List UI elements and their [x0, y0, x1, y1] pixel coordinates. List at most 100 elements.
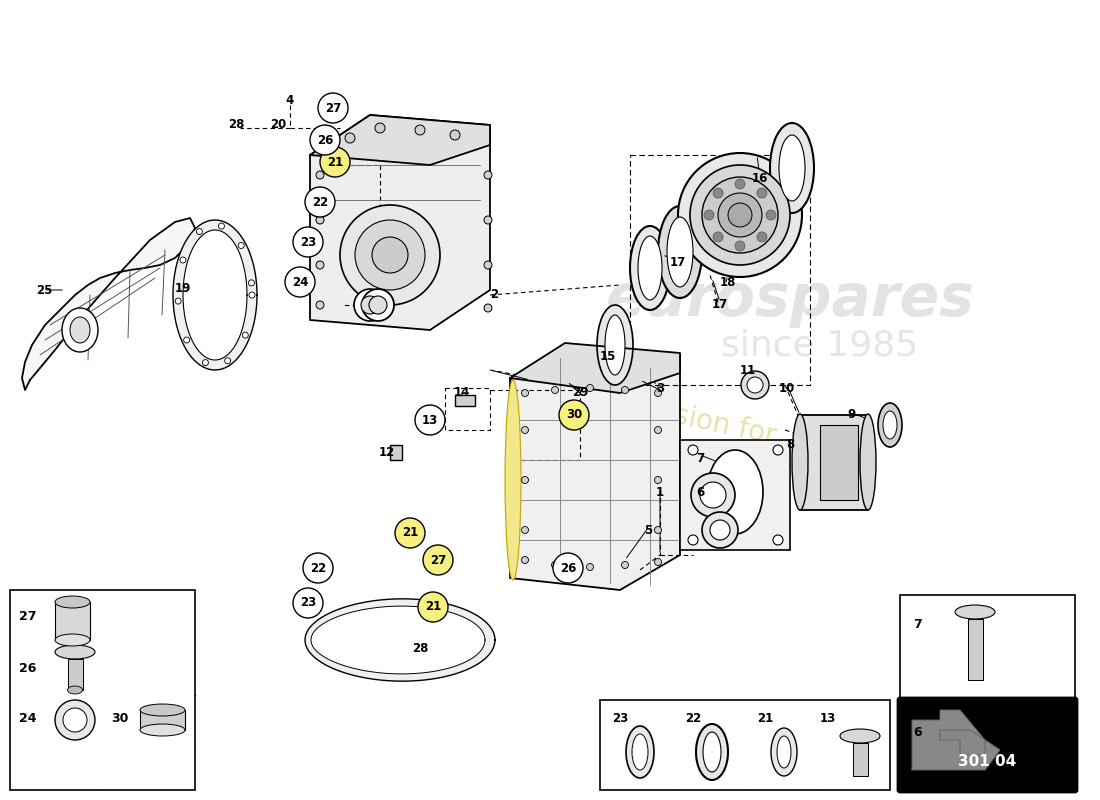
- Circle shape: [450, 130, 460, 140]
- Text: 26: 26: [20, 662, 36, 674]
- Circle shape: [310, 125, 340, 155]
- Ellipse shape: [707, 450, 763, 534]
- Text: 11: 11: [740, 363, 756, 377]
- Circle shape: [197, 229, 202, 234]
- Ellipse shape: [703, 732, 720, 772]
- Polygon shape: [510, 343, 680, 393]
- Circle shape: [654, 426, 661, 434]
- Ellipse shape: [696, 724, 728, 780]
- Polygon shape: [55, 602, 90, 640]
- Text: 9: 9: [848, 409, 856, 422]
- Polygon shape: [173, 220, 257, 370]
- Polygon shape: [68, 659, 82, 690]
- Text: 6: 6: [914, 726, 922, 739]
- Circle shape: [728, 203, 752, 227]
- Ellipse shape: [792, 414, 808, 510]
- Ellipse shape: [630, 226, 670, 310]
- Circle shape: [521, 526, 528, 534]
- Circle shape: [316, 301, 324, 309]
- Circle shape: [766, 210, 775, 220]
- Text: 22: 22: [310, 562, 326, 574]
- Circle shape: [950, 708, 1000, 758]
- Text: 12: 12: [378, 446, 395, 458]
- Text: 19: 19: [175, 282, 191, 294]
- Text: 13: 13: [820, 711, 836, 725]
- Text: 24: 24: [292, 275, 308, 289]
- Circle shape: [302, 553, 333, 583]
- Circle shape: [702, 177, 778, 253]
- Circle shape: [688, 535, 698, 545]
- Circle shape: [704, 210, 714, 220]
- Polygon shape: [852, 743, 868, 776]
- Circle shape: [700, 482, 726, 508]
- Circle shape: [654, 477, 661, 483]
- Circle shape: [621, 562, 628, 569]
- Circle shape: [239, 242, 244, 249]
- Ellipse shape: [658, 206, 702, 298]
- Polygon shape: [390, 445, 402, 460]
- Ellipse shape: [55, 634, 90, 646]
- Circle shape: [418, 592, 448, 622]
- Circle shape: [710, 520, 730, 540]
- Circle shape: [293, 227, 323, 257]
- Circle shape: [654, 390, 661, 397]
- Circle shape: [484, 216, 492, 224]
- Text: 15: 15: [600, 350, 616, 363]
- Circle shape: [559, 400, 588, 430]
- Circle shape: [345, 133, 355, 143]
- Text: 3: 3: [656, 382, 664, 394]
- Text: 7: 7: [696, 451, 704, 465]
- Bar: [600, 700, 890, 790]
- Circle shape: [553, 553, 583, 583]
- Polygon shape: [22, 218, 195, 390]
- Circle shape: [551, 386, 559, 394]
- Circle shape: [713, 188, 723, 198]
- Circle shape: [424, 545, 453, 575]
- Text: 22: 22: [312, 195, 328, 209]
- Circle shape: [773, 445, 783, 455]
- Text: 23: 23: [300, 597, 316, 610]
- Circle shape: [521, 426, 528, 434]
- Circle shape: [415, 125, 425, 135]
- Circle shape: [521, 390, 528, 397]
- Text: 26: 26: [317, 134, 333, 146]
- Circle shape: [621, 386, 628, 394]
- Text: 25: 25: [36, 283, 52, 297]
- Text: 13: 13: [422, 414, 438, 426]
- Text: 20: 20: [270, 118, 286, 131]
- Text: 23: 23: [300, 235, 316, 249]
- Circle shape: [741, 371, 769, 399]
- Ellipse shape: [860, 414, 876, 510]
- Ellipse shape: [140, 704, 185, 716]
- Text: 8: 8: [785, 438, 794, 451]
- Circle shape: [395, 518, 425, 548]
- Circle shape: [484, 304, 492, 312]
- Circle shape: [249, 292, 255, 298]
- Circle shape: [678, 153, 802, 277]
- Text: 21: 21: [402, 526, 418, 539]
- Polygon shape: [968, 619, 983, 680]
- Circle shape: [713, 232, 723, 242]
- Circle shape: [368, 296, 387, 314]
- Polygon shape: [820, 425, 858, 500]
- Polygon shape: [305, 599, 495, 681]
- Ellipse shape: [955, 605, 996, 619]
- Polygon shape: [140, 710, 185, 730]
- Text: 301 04: 301 04: [958, 754, 1016, 770]
- Text: 6: 6: [696, 486, 704, 499]
- Polygon shape: [310, 115, 490, 330]
- Text: eurospares: eurospares: [605, 271, 975, 329]
- Circle shape: [316, 171, 324, 179]
- Text: 7: 7: [914, 618, 923, 631]
- Text: 22: 22: [685, 711, 701, 725]
- Polygon shape: [455, 395, 475, 406]
- Circle shape: [757, 188, 767, 198]
- Circle shape: [224, 358, 231, 364]
- Text: a passion for...: a passion for...: [598, 386, 802, 454]
- Circle shape: [180, 257, 186, 263]
- Circle shape: [375, 123, 385, 133]
- Text: 5: 5: [644, 523, 652, 537]
- Bar: [10, 590, 195, 790]
- FancyBboxPatch shape: [898, 698, 1077, 792]
- Ellipse shape: [878, 403, 902, 447]
